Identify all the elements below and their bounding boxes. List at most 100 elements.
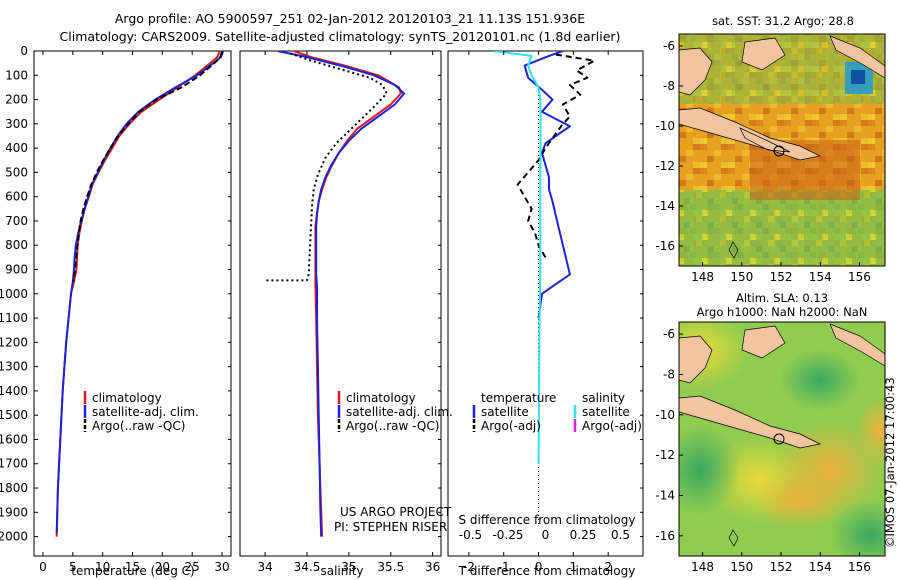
x-tick-label: 30: [214, 560, 229, 574]
x-tick-label: 10: [95, 560, 110, 574]
sst-map-axes: 148 150 152 154 156 -6 -8 -10 -12 -14 -16: [655, 39, 871, 284]
legend-label-sal-satellite: satellite: [582, 405, 630, 419]
x-tick-label: 35.5: [377, 560, 404, 574]
series-line-temperature-argo-adj-: [516, 53, 596, 258]
difference-series: [493, 51, 596, 526]
x-tick-label: 35: [341, 560, 356, 574]
x-axes: 0 5 10 15 20 25 30 34 34.5 35 35.5 36 -2 -1 0 1 2 -0.5 -0.…: [39, 51, 630, 574]
top-axis-tick-label: 0: [542, 528, 550, 542]
depth-tick-label: 2000: [0, 530, 28, 544]
top-axis-tick-label: 0.5: [611, 528, 630, 542]
top-axis-tick-label: -0.5: [459, 528, 482, 542]
legend-title-salinity: salinity: [582, 391, 625, 405]
depth-tick-label: 500: [5, 165, 28, 179]
map-y-tick-label: -10: [655, 119, 675, 133]
depth-tick-label: 300: [5, 117, 28, 131]
salinity-panel-frame: [239, 50, 442, 557]
depth-tick-label: 1900: [0, 505, 28, 519]
map-y-tick-label: -16: [655, 529, 675, 543]
x-tick-label: 15: [125, 560, 140, 574]
x-tick-label: 36: [425, 560, 440, 574]
map-x-tick-label: 156: [848, 560, 871, 574]
imos-timestamp: ©IMOS 07-Jan-2012 17:00:43: [883, 377, 897, 548]
project-annotation: US ARGO PROJECT: [340, 505, 452, 519]
map-x-tick-label: 148: [691, 560, 714, 574]
sla-map: [679, 322, 885, 556]
figure-title-line2: Climatology: CARS2009. Satellite-adjuste…: [60, 29, 621, 44]
x-tick-label: 34: [257, 560, 272, 574]
x-tick-label: 20: [155, 560, 170, 574]
map-x-tick-label: 154: [809, 270, 832, 284]
depth-tick-label: 0: [20, 44, 28, 58]
series-line-satellite-adj-clim-: [277, 51, 406, 537]
legend-title-temperature: temperature: [481, 391, 556, 405]
legend-label-climatology: climatology: [346, 391, 416, 405]
depth-tick-label: 900: [5, 263, 28, 277]
depth-tick-label: 600: [5, 190, 28, 204]
x-tick-label: 2: [604, 560, 612, 574]
depth-tick-label: 1200: [0, 335, 28, 349]
legend-label-satellite: satellite-adj. clim.: [346, 405, 453, 419]
sst-map: [679, 34, 885, 266]
depth-tick-label: 800: [5, 238, 28, 252]
sst-map-title: sat. SST: 31.2 Argo: 28.8: [712, 14, 854, 28]
difference-legend: temperature salinity satellite Argo(-adj…: [472, 391, 642, 433]
x-tick-label: -2: [463, 560, 475, 574]
map-y-tick-label: -14: [655, 488, 675, 502]
salinity-series: [265, 51, 406, 537]
legend-label-sal-argo: Argo(-adj): [582, 419, 642, 433]
depth-tick-label: 400: [5, 141, 28, 155]
top-axis-tick-label: 0.25: [570, 528, 597, 542]
map-x-tick-label: 152: [770, 270, 793, 284]
map-y-tick-label: -8: [663, 367, 675, 381]
difference-xlabel-top: S difference from climatology: [459, 513, 636, 527]
legend-label-climatology: climatology: [92, 391, 162, 405]
legend-label-argo: Argo(..raw -QC): [346, 419, 439, 433]
map-y-tick-label: -10: [655, 408, 675, 422]
depth-tick-label: 200: [5, 93, 28, 107]
sla-map-title-line1: Altim. SLA: 0.13: [736, 291, 828, 305]
depth-axis: 0 100 200 300 400 500 600 700 800 900 1000 1100 1200…: [0, 44, 643, 544]
depth-tick-label: 700: [5, 214, 28, 228]
series-line-argo-raw-qc-: [265, 52, 388, 282]
series-line-temperature-satellite: [523, 51, 571, 319]
sla-map-frame: [678, 321, 886, 557]
depth-tick-label: 1800: [0, 481, 28, 495]
map-y-tick-label: -8: [663, 79, 675, 93]
figure-title-line1: Argo profile: AO 5900597_251 02-Jan-2012…: [115, 11, 585, 26]
depth-tick-label: 1600: [0, 432, 28, 446]
depth-tick-label: 1100: [0, 311, 28, 325]
map-y-tick-label: -12: [655, 159, 675, 173]
map-y-tick-label: -6: [663, 39, 675, 53]
map-x-tick-label: 148: [691, 270, 714, 284]
difference-panel-frame: [447, 50, 644, 557]
x-tick-label: 34.5: [294, 560, 321, 574]
x-tick-label: 1: [570, 560, 578, 574]
sla-map-axes: 148 150 152 154 156 -6 -8 -10 -12 -14 -16: [655, 327, 871, 574]
map-x-tick-label: 152: [770, 560, 793, 574]
map-x-tick-label: 150: [730, 270, 753, 284]
map-y-tick-label: -6: [663, 327, 675, 341]
sst-map-frame: [678, 33, 886, 267]
x-tick-label: 0: [535, 560, 543, 574]
salinity-xlabel: salinity: [320, 564, 363, 578]
depth-tick-label: 1400: [0, 384, 28, 398]
x-tick-label: 25: [185, 560, 200, 574]
sla-map-title-line2: Argo h1000: NaN h2000: NaN: [697, 305, 868, 319]
x-tick-label: 0: [39, 560, 47, 574]
depth-tick-label: 100: [5, 68, 28, 82]
series-line-salinity-satellite: [493, 51, 542, 464]
x-tick-label: 5: [69, 560, 77, 574]
depth-tick-label: 1300: [0, 360, 28, 374]
salinity-legend: climatology satellite-adj. clim. Argo(..…: [337, 391, 453, 433]
map-x-tick-label: 150: [730, 560, 753, 574]
top-axis-tick-label: -0.25: [492, 528, 523, 542]
series-line-argo-raw-qc-: [72, 51, 223, 282]
temperature-xlabel: temperature (deg C): [71, 564, 194, 578]
map-y-tick-label: -14: [655, 199, 675, 213]
temperature-series: [55, 51, 225, 537]
map-y-tick-label: -16: [655, 239, 675, 253]
map-y-tick-label: -12: [655, 448, 675, 462]
depth-tick-label: 1500: [0, 408, 28, 422]
legend-label-satellite: satellite-adj. clim.: [92, 405, 199, 419]
